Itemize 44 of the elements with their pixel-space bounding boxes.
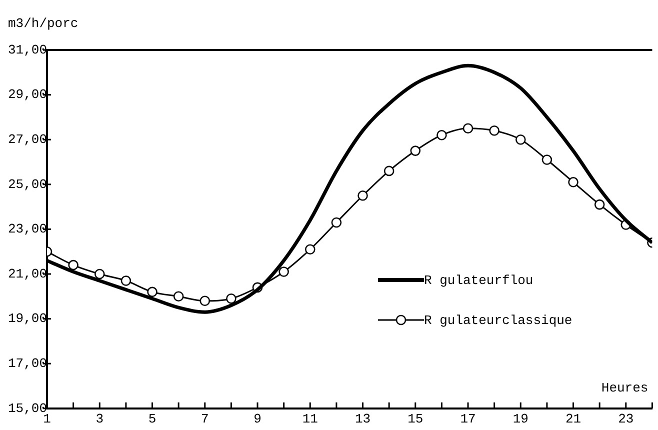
y-tick-label: 25,00	[8, 176, 48, 192]
y-tick-label: 23,00	[8, 222, 48, 237]
point	[200, 296, 210, 306]
point	[331, 217, 342, 228]
point	[384, 166, 394, 176]
point	[226, 293, 236, 304]
x-tick-label: 11	[302, 412, 318, 427]
y-axis-title: m3/h/porc	[8, 16, 78, 31]
point	[94, 268, 105, 280]
x-axis-title: Heures	[601, 380, 648, 396]
point	[410, 146, 421, 156]
x-tick-label: 21	[565, 412, 582, 427]
point	[147, 286, 158, 298]
x-tick-label: 17	[460, 412, 476, 427]
y-tick-label: 17,00	[8, 356, 48, 372]
point	[304, 244, 316, 255]
y-tick-label: 31,00	[8, 42, 48, 58]
x-tick-label: 3	[96, 412, 104, 427]
x-tick-label: 9	[254, 412, 262, 427]
point	[120, 276, 132, 286]
x-tick-label: 5	[148, 412, 156, 427]
y-tick-label: 19,00	[8, 311, 48, 326]
point	[358, 190, 368, 201]
point	[594, 199, 605, 210]
y-tick-label: 21,00	[8, 266, 48, 282]
point	[68, 260, 78, 270]
point	[436, 130, 447, 140]
point	[568, 177, 578, 188]
point	[515, 134, 526, 145]
x-tick-label: 13	[354, 412, 371, 427]
point	[462, 123, 474, 134]
x-tick-label: 23	[618, 412, 634, 427]
point	[542, 154, 552, 165]
point	[489, 125, 500, 136]
y-tick-label: 29,00	[8, 87, 48, 102]
x-tick-label: 7	[200, 412, 209, 427]
legend-label: R gulateurclassique	[424, 312, 572, 328]
legend-label: R gulateurflou	[424, 272, 534, 288]
y-tick-label: 27,00	[8, 132, 48, 148]
x-tick-label: 19	[512, 412, 528, 427]
point	[278, 266, 289, 277]
x-tick-label: 1	[43, 412, 52, 427]
x-tick-label: 15	[408, 412, 424, 427]
point	[173, 291, 184, 302]
